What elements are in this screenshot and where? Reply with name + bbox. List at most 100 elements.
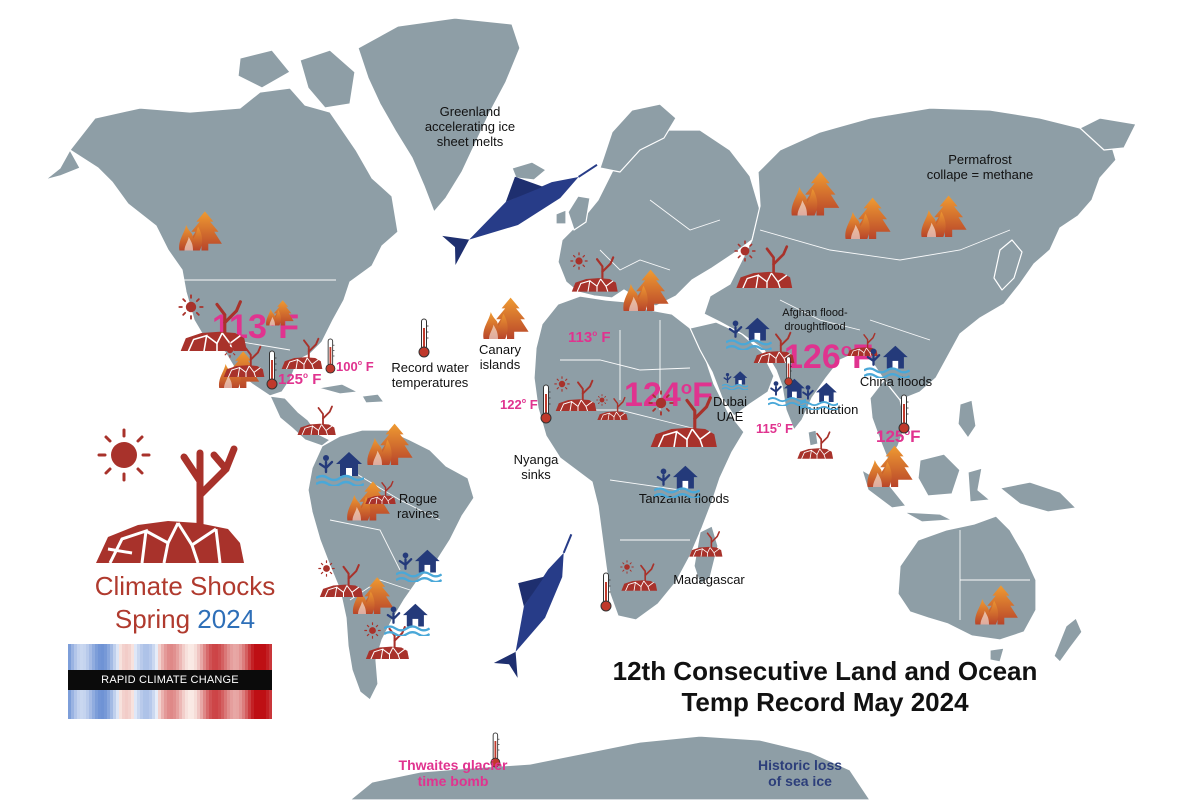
land-java bbox=[903, 511, 953, 523]
drought-icon bbox=[689, 531, 723, 557]
drought-icon bbox=[570, 252, 618, 292]
land-europe bbox=[557, 129, 761, 307]
border-africa-5 bbox=[609, 479, 681, 491]
drought-icon bbox=[648, 390, 717, 448]
land-new-guinea bbox=[999, 481, 1077, 513]
land-ireland bbox=[555, 209, 567, 225]
land-scandinavia bbox=[599, 103, 677, 173]
land-south-america bbox=[307, 429, 475, 701]
label-record-water: Record water temperatures bbox=[391, 360, 469, 390]
label-dubai: Dubai UAE bbox=[713, 394, 747, 424]
flood-icon bbox=[726, 317, 772, 350]
wildfire-icon bbox=[921, 195, 967, 237]
land-sri-lanka bbox=[807, 429, 819, 447]
flood-icon bbox=[396, 549, 442, 582]
thermometer-icon bbox=[540, 384, 552, 424]
label-afghan: Afghan flood-droughtflood bbox=[782, 307, 848, 333]
wildfire-icon bbox=[266, 300, 294, 326]
drought-icon bbox=[596, 394, 628, 421]
drought-icon bbox=[96, 428, 244, 564]
drought-icon bbox=[222, 342, 265, 378]
flood-icon bbox=[722, 371, 749, 390]
drought-icon bbox=[753, 331, 795, 364]
border-africa-2 bbox=[580, 409, 701, 431]
temp-west-africa: 122o F bbox=[500, 397, 538, 412]
land-cuba bbox=[317, 383, 359, 395]
drought-icon bbox=[847, 332, 878, 357]
wildfire-icon bbox=[179, 211, 222, 251]
thermometer-icon bbox=[490, 732, 501, 768]
drought-icon bbox=[297, 405, 336, 435]
border-asia-1 bbox=[759, 229, 1011, 261]
drought-icon bbox=[364, 622, 410, 660]
border-asia-2 bbox=[779, 299, 861, 331]
thermometer-icon bbox=[266, 350, 278, 390]
drought-icon bbox=[318, 560, 364, 598]
drought-icon bbox=[734, 240, 793, 289]
land-north-america bbox=[69, 87, 399, 397]
drought-icon bbox=[554, 376, 597, 412]
land-sulawesi bbox=[967, 467, 991, 503]
land-philippines bbox=[957, 399, 977, 439]
marlin-icon bbox=[442, 164, 598, 266]
land-kamchatka bbox=[1079, 117, 1137, 151]
label-madagascar: Madagascar bbox=[673, 572, 745, 587]
wildfire-icon bbox=[845, 197, 891, 239]
land-alaska-arc bbox=[44, 149, 81, 181]
label-sea-ice: Historic loss of sea ice bbox=[757, 757, 843, 789]
border-europe-2 bbox=[649, 199, 721, 231]
label-canary: Canary islands bbox=[479, 342, 521, 372]
land-arctic-islands bbox=[237, 49, 291, 89]
thermometer-icon bbox=[418, 318, 430, 358]
flood-icon bbox=[800, 382, 839, 410]
land-britain bbox=[567, 195, 591, 231]
drought-icon bbox=[365, 480, 396, 505]
land-baffin bbox=[299, 49, 356, 109]
flood-icon bbox=[864, 345, 910, 378]
label-thwaites: Thwaites glacier time bomb bbox=[398, 757, 508, 789]
land-japan bbox=[993, 239, 1023, 291]
drought-icon bbox=[797, 431, 834, 459]
label-greenland: Greenland accelerating ice sheet melts bbox=[424, 104, 516, 149]
temp-mediterranean: 113o F bbox=[568, 329, 611, 346]
flood-icon bbox=[654, 465, 700, 498]
label-permafrost: Permafrost collape = methane bbox=[926, 152, 1034, 182]
drought-icon bbox=[620, 560, 658, 591]
land-iceland bbox=[511, 161, 547, 181]
border-sa-1 bbox=[349, 469, 441, 521]
temp-southeast-asia: 125oF bbox=[876, 427, 921, 446]
temp-mexico: 125o F bbox=[278, 371, 322, 388]
label-nyanga: Nyanga sinks bbox=[513, 452, 559, 482]
wildfire-icon bbox=[483, 297, 529, 339]
drought-icon bbox=[178, 294, 247, 352]
legend-title: Climate Shocks Spring 2024 bbox=[94, 571, 276, 634]
flood-icon bbox=[384, 603, 430, 636]
thermometer-icon bbox=[898, 394, 910, 434]
land-new-zealand bbox=[1053, 617, 1083, 663]
label-rogue: Rogue ravines bbox=[397, 491, 439, 521]
land-antarctica bbox=[349, 735, 871, 800]
thermometer-icon bbox=[784, 356, 793, 386]
land-borneo bbox=[917, 453, 961, 497]
drought-icon bbox=[281, 337, 323, 370]
flood-icon bbox=[316, 452, 364, 486]
map-title: 12th Consecutive Land and Ocean Temp Rec… bbox=[612, 656, 1038, 717]
thermometer-icon bbox=[600, 572, 612, 612]
stripe-label: RAPID CLIMATE CHANGE bbox=[68, 670, 272, 690]
border-asia-3 bbox=[869, 319, 931, 341]
border-sa-2 bbox=[329, 519, 401, 571]
wildfire-icon bbox=[791, 171, 840, 216]
thermometer-icon bbox=[325, 338, 336, 374]
wildfire-icon bbox=[975, 585, 1018, 625]
wildfire-icon bbox=[623, 269, 669, 311]
temp-florida: 100o F bbox=[336, 359, 374, 374]
land-hispaniola bbox=[361, 393, 385, 404]
marlin-icon bbox=[493, 533, 573, 678]
wildfire-icon bbox=[867, 445, 913, 487]
temp-india-south: 115o F bbox=[756, 421, 793, 436]
land-greenland bbox=[357, 17, 521, 213]
wildfire-icon bbox=[367, 423, 413, 465]
land-tasmania bbox=[989, 647, 1005, 663]
